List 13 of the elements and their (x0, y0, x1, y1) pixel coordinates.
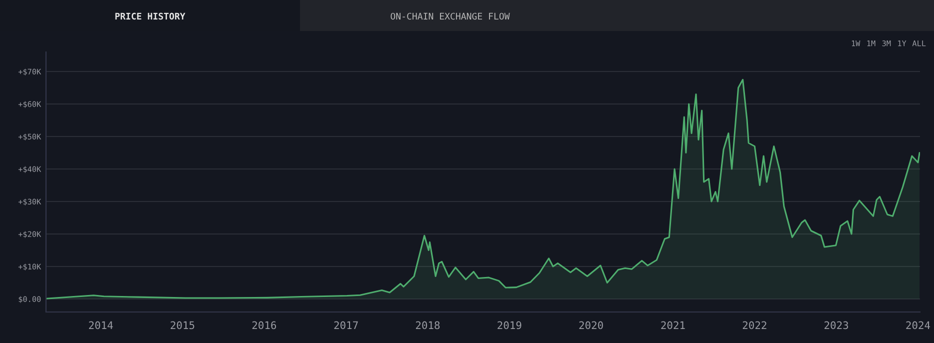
x-tick-label: 2024 (906, 321, 930, 330)
x-tick-label: 2023 (824, 321, 848, 330)
text: ON-CHAIN EXCHANGE FLOW (390, 12, 510, 20)
x-tick-label: 2019 (498, 321, 522, 330)
x-tick-label: 2017 (334, 321, 358, 330)
x-tick-label: 2022 (742, 321, 766, 330)
x-tick-label: 2021 (661, 321, 685, 330)
x-tick-label: 2014 (89, 321, 113, 330)
text: PRICE HISTORY (115, 12, 186, 20)
x-tick-label: 2018 (416, 321, 440, 330)
x-tick-label: 2020 (579, 321, 603, 330)
x-tick-label: 2016 (252, 321, 276, 330)
x-tick-label: 2015 (170, 321, 194, 330)
